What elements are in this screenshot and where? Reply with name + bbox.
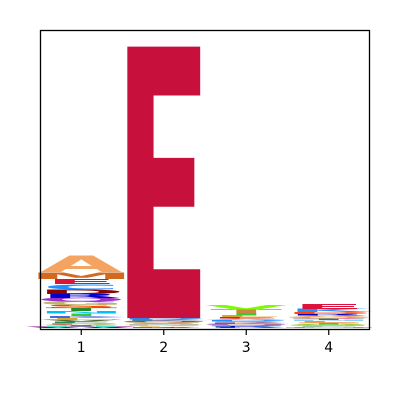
logo-letter-g: G (203, 324, 290, 325)
logo-letter-q: Q (119, 320, 209, 322)
logo-letter-r: R (123, 327, 204, 328)
logo-letter-h: H (285, 327, 373, 328)
logo-letter-a: A (123, 324, 205, 325)
logo-letter-s: S (208, 321, 284, 323)
logo-letter-v: V (40, 319, 122, 322)
logo-letter-d: D (120, 318, 208, 320)
logo-letter-d: D (202, 320, 290, 322)
logo-letter-l: L (295, 321, 362, 323)
logo-letter-m: M (276, 327, 381, 328)
logo-letter-i: I (309, 323, 348, 324)
logo-letter-v: V (123, 325, 205, 326)
x-tick-label: 2 (159, 340, 168, 356)
logo-letter-e: E (210, 317, 282, 319)
logo-letter-g: G (285, 325, 372, 326)
logo-letter-a: A (40, 251, 122, 277)
logo-letter-k: K (123, 319, 209, 321)
letters-layer: WHYPFVLKINTSGQRDCEMATRLVNASGQKDFRNQGKSDA… (23, 46, 381, 328)
logo-letter-r: R (41, 293, 122, 300)
logo-letter-q: Q (36, 297, 126, 303)
logo-letter-y: Y (42, 324, 121, 326)
logo-letter-f: F (210, 327, 282, 328)
logo-letter-g: G (38, 301, 125, 307)
logo-letter-l: L (48, 318, 115, 321)
logo-letter-t: T (293, 318, 365, 320)
logo-letter-t: T (45, 307, 117, 312)
logo-letter-c: C (42, 283, 120, 292)
logo-letter-s: S (43, 304, 119, 309)
logo-letter-v: V (288, 324, 370, 325)
logo-letter-l: L (213, 315, 280, 318)
logo-letter-d: D (37, 288, 125, 295)
logo-letter-e: E (45, 277, 117, 286)
x-tick-label: 3 (242, 340, 251, 356)
logo-letter-a: A (288, 315, 370, 317)
logo-letter-n: N (37, 311, 125, 315)
logo-letter-h: H (37, 326, 125, 328)
logo-letter-m: M (29, 270, 134, 281)
x-axis: 1 2 3 4 (77, 330, 333, 356)
logo-letter-t: T (210, 308, 282, 314)
logo-letter-r: R (206, 326, 287, 327)
logo-letter-p: P (43, 323, 120, 325)
logo-letter-n: N (120, 324, 208, 325)
logo-letter-q: Q (284, 317, 374, 319)
logo-letter-a: A (205, 318, 287, 320)
logo-letter-i: I (62, 313, 101, 317)
logo-letter-f: F (45, 321, 117, 323)
logo-letter-i: I (227, 312, 266, 316)
logo-letter-k: K (40, 315, 126, 318)
x-tick-label: 4 (324, 340, 333, 356)
logo-letter-s: S (126, 323, 202, 324)
logo-letter-s: S (291, 322, 367, 324)
x-tick-label: 1 (77, 340, 86, 356)
logo-letter-t: T (128, 327, 200, 328)
logo-letter-v: V (205, 303, 287, 311)
logo-letter-r: R (288, 313, 369, 316)
logo-letter-e: E (293, 302, 365, 311)
plot-frame (39, 29, 371, 331)
logo-letter-d: D (285, 312, 373, 315)
logo-letter-n: N (285, 320, 373, 322)
logo-letter-k: K (205, 322, 291, 324)
logo-letter-l: L (130, 326, 197, 327)
logo-letter-n: N (202, 325, 290, 326)
logo-letter-q: Q (201, 324, 291, 325)
logo-letter-e (127, 46, 201, 319)
logo-letter-w: W (23, 327, 139, 328)
logo-letter-f: F (293, 326, 365, 327)
logo-letter-g: G (120, 322, 207, 323)
logo-letter-k: K (288, 308, 374, 313)
